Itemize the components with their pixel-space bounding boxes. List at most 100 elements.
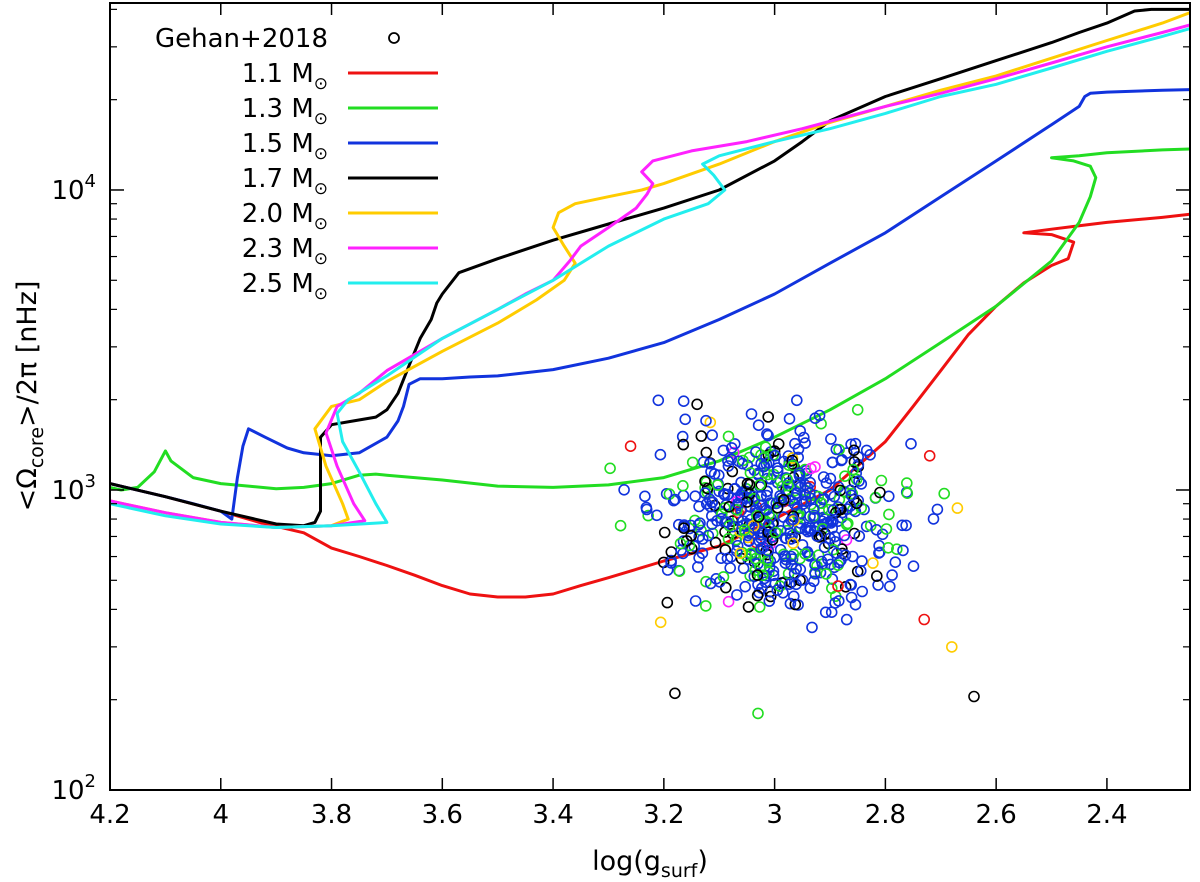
scatter-point bbox=[711, 479, 724, 491]
scatter-point bbox=[901, 487, 914, 500]
scatter-point bbox=[665, 557, 677, 569]
scatter-point bbox=[846, 550, 859, 563]
scatter-point bbox=[826, 456, 839, 469]
track-line-4 bbox=[110, 7, 1190, 528]
scatter-point bbox=[787, 537, 799, 550]
scatter-point bbox=[717, 571, 730, 583]
scatter-point bbox=[874, 486, 886, 499]
x-tick-label: 4 bbox=[212, 800, 229, 830]
scatter-point bbox=[830, 547, 843, 560]
scatter-point bbox=[801, 482, 814, 494]
scatter-point bbox=[699, 475, 711, 488]
track-line-5 bbox=[110, 11, 1190, 529]
scatter-point bbox=[927, 513, 940, 525]
scatter-point bbox=[945, 641, 958, 653]
scatter-point bbox=[864, 448, 876, 461]
scatter-point bbox=[704, 457, 716, 470]
scatter-point bbox=[775, 492, 788, 504]
scatter-point bbox=[700, 446, 713, 459]
scatter-point bbox=[820, 568, 833, 580]
scatter-point bbox=[742, 601, 755, 613]
scatter-point bbox=[738, 524, 751, 536]
scatter-point bbox=[825, 433, 837, 445]
scatter-point bbox=[717, 444, 730, 457]
scatter-point bbox=[675, 544, 687, 556]
scatter-point bbox=[669, 493, 681, 506]
scatter-point bbox=[739, 580, 752, 593]
scatter-point bbox=[751, 589, 764, 602]
scatter-point bbox=[788, 567, 801, 580]
scatter-point bbox=[787, 459, 799, 472]
scatter-point bbox=[743, 478, 756, 491]
scatter-point bbox=[813, 409, 826, 422]
scatter-point bbox=[790, 487, 803, 500]
scatter-point bbox=[779, 550, 792, 562]
scatter-point bbox=[699, 487, 711, 499]
scatter-point bbox=[860, 520, 873, 533]
scatter-point bbox=[740, 549, 752, 562]
scatter-point bbox=[792, 451, 805, 464]
scatter-point bbox=[699, 600, 712, 612]
scatter-point bbox=[678, 522, 690, 535]
scatter-point bbox=[604, 462, 616, 475]
scatter-point bbox=[870, 570, 883, 582]
scatter-point bbox=[751, 569, 764, 581]
scatter-point bbox=[697, 456, 710, 468]
scatter-point bbox=[785, 550, 797, 563]
scatter-point bbox=[737, 454, 749, 467]
scatter-point bbox=[848, 444, 860, 457]
scatter-point bbox=[819, 606, 832, 619]
scatter-point bbox=[777, 493, 790, 506]
scatter-point bbox=[735, 476, 747, 489]
scatter-point bbox=[804, 524, 817, 537]
scatter-point bbox=[824, 472, 837, 485]
scatter-point bbox=[752, 707, 764, 720]
scatter-point bbox=[700, 498, 713, 510]
scatter-point bbox=[918, 613, 931, 626]
scatter-point bbox=[822, 553, 834, 566]
legend-label-3: 1.3 M⊙ bbox=[242, 94, 328, 129]
scatter-point bbox=[886, 569, 898, 581]
scatter-point bbox=[709, 536, 722, 549]
scatter-point bbox=[771, 462, 784, 474]
scatter-point bbox=[760, 504, 773, 516]
scatter-point bbox=[781, 473, 793, 486]
scatter-point bbox=[729, 482, 741, 495]
scatter-point bbox=[691, 398, 703, 411]
scatter-point bbox=[756, 569, 769, 582]
scatter-point bbox=[762, 411, 775, 423]
legend-label-2: 1.1 M⊙ bbox=[242, 59, 328, 94]
scatter-point bbox=[845, 489, 858, 502]
scatter-point bbox=[880, 523, 893, 535]
scatter-point bbox=[853, 475, 865, 487]
scatter-point bbox=[951, 502, 964, 514]
scatter-point bbox=[752, 511, 765, 523]
scatter-point bbox=[812, 549, 825, 562]
scatter-point bbox=[897, 544, 909, 557]
scatter-point bbox=[768, 551, 781, 564]
scatter-point bbox=[693, 500, 705, 513]
scatter-point bbox=[790, 562, 803, 575]
scatter-point bbox=[744, 467, 757, 479]
scatter-point bbox=[742, 534, 755, 547]
scatter-point bbox=[845, 579, 858, 591]
scatter-point bbox=[752, 467, 764, 480]
scatter-point bbox=[674, 537, 687, 550]
scatter-point bbox=[762, 553, 774, 566]
scatter-point bbox=[803, 487, 816, 500]
x-tick-label: 4.2 bbox=[89, 800, 130, 830]
track-line-2 bbox=[110, 147, 1190, 492]
scatter-point bbox=[721, 516, 734, 528]
scatter-point bbox=[772, 495, 785, 508]
scatter-point bbox=[808, 503, 820, 516]
scatter-point bbox=[685, 529, 698, 542]
scatter-point bbox=[850, 467, 863, 480]
scatter-point bbox=[650, 509, 663, 522]
scatter-point bbox=[856, 555, 868, 567]
scatter-point bbox=[883, 508, 895, 521]
scatter-point bbox=[673, 565, 686, 578]
legend-label-8: 2.5 M⊙ bbox=[242, 269, 328, 304]
scatter-point bbox=[774, 524, 787, 537]
scatter-point bbox=[624, 440, 637, 453]
